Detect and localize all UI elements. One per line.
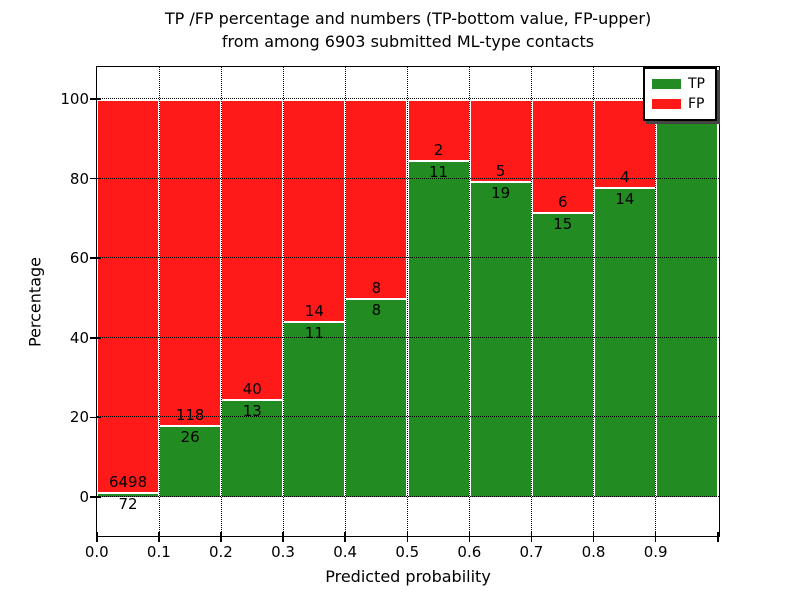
x-tick-label: 0.4 bbox=[333, 543, 358, 561]
y-tick-label: 20 bbox=[69, 408, 89, 427]
fp-color-swatch-icon bbox=[652, 99, 681, 109]
x-tick-label: 0.5 bbox=[395, 543, 420, 561]
bar-tp-segment bbox=[469, 182, 532, 498]
y-tick-label: 100 bbox=[60, 90, 89, 108]
bar-fp-segment bbox=[345, 99, 408, 299]
x-tick-label: 0.3 bbox=[271, 543, 295, 561]
bar-fp-count-label: 40 bbox=[242, 379, 262, 398]
gridline-horizontal bbox=[97, 416, 719, 418]
gridlines-layer bbox=[97, 67, 719, 536]
bar-tp-count-label: 26 bbox=[180, 427, 200, 446]
chart-title: TP /FP percentage and numbers (TP-bottom… bbox=[96, 7, 720, 53]
gridline-horizontal bbox=[97, 336, 719, 338]
bar-tp-segment bbox=[531, 213, 594, 498]
x-axis-label: Predicted probability bbox=[325, 567, 491, 586]
gridline-vertical bbox=[593, 67, 595, 536]
x-tick-label: 0.2 bbox=[209, 543, 233, 561]
plot-area: 72649826118134011148811219515614419 bbox=[96, 66, 720, 537]
gridline-vertical bbox=[282, 67, 284, 536]
gridline-horizontal bbox=[97, 98, 719, 99]
legend: TP FP bbox=[643, 67, 717, 121]
bars-layer bbox=[97, 67, 719, 536]
tp-color-swatch-icon bbox=[652, 79, 681, 89]
bar-tp-segment bbox=[283, 322, 346, 498]
bar-fp-segment bbox=[159, 99, 222, 426]
gridline-vertical bbox=[158, 67, 160, 536]
bar-fp-segment bbox=[407, 99, 470, 161]
bar-tp-segment bbox=[655, 99, 718, 498]
bar-fp-segment bbox=[283, 99, 346, 323]
bar-tp-segment bbox=[159, 425, 222, 498]
legend-row-fp: FP bbox=[652, 94, 708, 114]
bar-fp-count-label: 118 bbox=[175, 405, 205, 424]
bar-fp-count-label: 2 bbox=[433, 140, 444, 159]
y-tick-label: 60 bbox=[69, 249, 89, 268]
legend-label-fp: FP bbox=[688, 96, 705, 112]
gridline-vertical bbox=[344, 67, 346, 536]
bar-tp-segment bbox=[221, 399, 284, 498]
bar-tp-count-label: 11 bbox=[304, 324, 324, 343]
gridline-vertical bbox=[531, 67, 533, 536]
bar-fp-count-label: 5 bbox=[495, 162, 506, 181]
bar-fp-segment bbox=[531, 99, 594, 214]
x-tick-label: 0.0 bbox=[84, 543, 109, 561]
bar-tp-segment bbox=[407, 160, 470, 498]
bar-tp-count-label: 11 bbox=[429, 162, 449, 181]
gridline-vertical bbox=[469, 67, 471, 536]
legend-row-tp: TP bbox=[652, 74, 708, 94]
bar-tp-count-label: 72 bbox=[118, 495, 138, 514]
bar-count-labels-layer: 72649826118134011148811219515614419 bbox=[97, 67, 719, 536]
bar-fp-segment bbox=[221, 99, 284, 400]
bar-fp-segment bbox=[97, 99, 160, 494]
x-tick-label: 0.9 bbox=[643, 543, 668, 561]
bar-tp-count-label: 14 bbox=[615, 189, 635, 208]
gridline-vertical bbox=[220, 67, 222, 536]
bar-fp-segment bbox=[469, 99, 532, 183]
gridline-vertical bbox=[655, 67, 657, 536]
bar-fp-count-label: 6 bbox=[557, 193, 568, 212]
x-tick-label: 0.8 bbox=[581, 543, 606, 561]
gridline-horizontal bbox=[97, 177, 719, 179]
chart-title-line1: TP /FP percentage and numbers (TP-bottom… bbox=[164, 9, 652, 28]
gridline-horizontal bbox=[97, 257, 719, 259]
bar-tp-segment bbox=[345, 298, 408, 498]
y-tick-label: 40 bbox=[69, 328, 89, 347]
bar-fp-count-label: 14 bbox=[304, 302, 324, 321]
chart-title-line2: from among 6903 submitted ML-type contac… bbox=[221, 32, 595, 51]
bar-tp-count-label: 19 bbox=[491, 184, 511, 203]
bar-fp-count-label: 4 bbox=[620, 167, 630, 186]
legend-label-tp: TP bbox=[688, 76, 705, 92]
y-axis-label: Percentage bbox=[25, 256, 45, 348]
bar-tp-count-label: 8 bbox=[371, 300, 382, 319]
gridline-vertical bbox=[407, 67, 408, 536]
bar-fp-count-label: 6498 bbox=[108, 473, 148, 492]
bar-fp-count-label: 8 bbox=[371, 278, 382, 297]
bar-tp-segment bbox=[593, 187, 656, 498]
bar-tp-count-label: 13 bbox=[242, 401, 262, 420]
y-tick-label: 80 bbox=[69, 169, 89, 188]
y-tick-label: 0 bbox=[79, 488, 89, 506]
x-tick-label: 0.1 bbox=[146, 543, 171, 561]
gridline-horizontal bbox=[97, 496, 719, 497]
x-tick-label: 0.6 bbox=[457, 543, 482, 561]
x-tick-label: 0.7 bbox=[519, 543, 544, 561]
bar-tp-count-label: 15 bbox=[553, 215, 573, 234]
